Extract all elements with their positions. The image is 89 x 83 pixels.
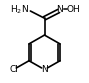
Text: H$_2$N: H$_2$N [10,3,29,16]
Text: OH: OH [66,5,80,14]
Text: Cl: Cl [9,65,18,74]
Text: N: N [56,5,63,14]
Text: N: N [41,65,48,74]
